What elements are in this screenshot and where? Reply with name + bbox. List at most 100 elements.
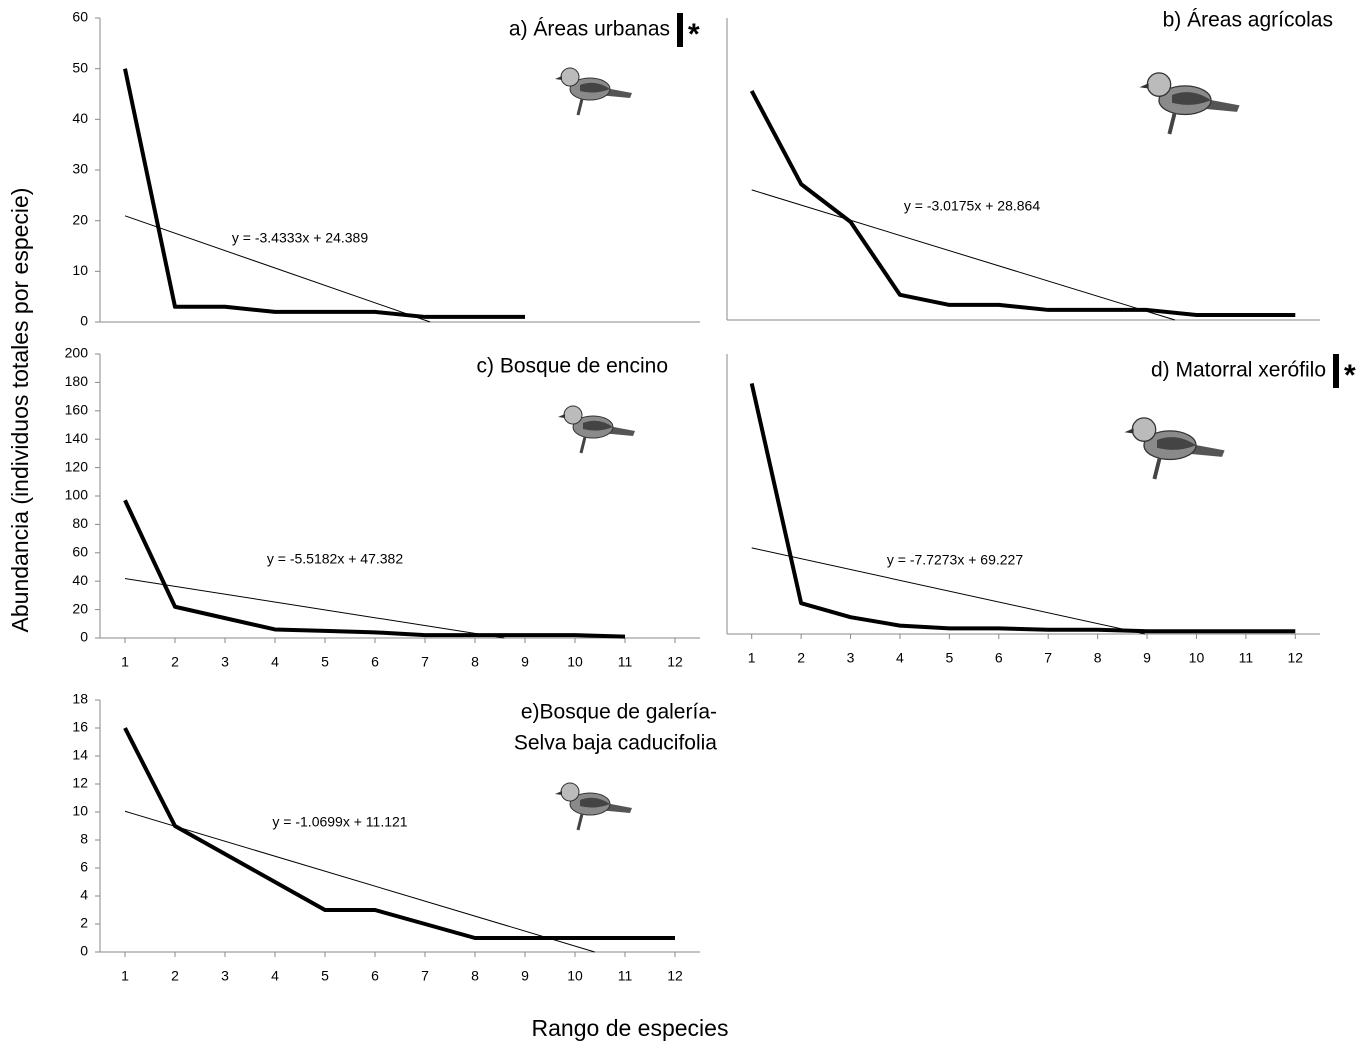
significance-marker: * — [1344, 359, 1356, 392]
y-tick-label: 18 — [72, 691, 88, 707]
trend-equation: y = -7.7273x + 69.227 — [887, 552, 1023, 568]
x-tick-label: 11 — [618, 654, 633, 670]
x-tick-label: 6 — [371, 654, 379, 670]
x-tick-label: 10 — [567, 654, 583, 670]
x-tick-label: 1 — [121, 654, 129, 670]
x-tick-label: 3 — [847, 650, 855, 666]
y-tick-label: 180 — [65, 373, 89, 389]
bird-head — [560, 782, 580, 802]
y-tick-label: 60 — [72, 544, 88, 560]
series-line — [123, 727, 675, 940]
marker-bar — [677, 13, 683, 47]
significance-marker: * — [688, 18, 700, 51]
y-tick-label: 40 — [72, 572, 88, 588]
y-tick-label: 2 — [80, 915, 88, 931]
x-tick-label: 4 — [896, 650, 904, 666]
y-tick-label: 80 — [72, 515, 88, 531]
x-tick-label: 5 — [945, 650, 953, 666]
y-tick-label: 10 — [72, 262, 88, 278]
x-tick-label: 4 — [271, 654, 279, 670]
y-tick-label: 0 — [80, 629, 88, 645]
bird-illustration — [555, 67, 632, 116]
bird-beak — [558, 414, 565, 418]
bird-wing — [580, 797, 610, 808]
bird-wing — [1172, 92, 1211, 105]
panel-title: Selva baja caducifolia — [514, 732, 717, 755]
series-line — [749, 382, 1296, 634]
marker-bar — [1333, 354, 1339, 388]
y-tick-label: 4 — [80, 887, 88, 903]
y-tick-label: 10 — [72, 803, 88, 819]
bird-beak — [1139, 83, 1149, 89]
y-tick-label: 16 — [72, 719, 88, 735]
bird-branch — [576, 98, 584, 116]
bird-head — [560, 67, 580, 87]
y-tick-label: 20 — [72, 211, 88, 227]
x-tick-label: 1 — [748, 650, 756, 666]
series-line — [123, 499, 626, 639]
x-tick-label: 1 — [121, 968, 129, 984]
x-tick-label: 2 — [171, 968, 179, 984]
x-tick-label: 2 — [171, 654, 179, 670]
trend-line — [124, 810, 595, 953]
y-tick-label: 30 — [72, 161, 88, 177]
x-tick-label: 5 — [321, 968, 329, 984]
x-tick-label: 8 — [1094, 650, 1102, 666]
x-tick-label: 11 — [618, 968, 633, 984]
trend-equation: y = -3.0175x + 28.864 — [904, 198, 1040, 214]
x-tick-label: 10 — [567, 968, 583, 984]
bird-illustration — [558, 405, 635, 454]
x-tick-label: 6 — [371, 968, 379, 984]
y-tick-label: 14 — [72, 747, 88, 763]
x-tick-label: 7 — [1044, 650, 1052, 666]
panel-title: e)Bosque de galería- — [521, 701, 717, 724]
panel-title: a) Áreas urbanas — [509, 18, 670, 41]
trend-equation: y = -3.4333x + 24.389 — [232, 230, 368, 246]
x-axis-label: Rango de especies — [532, 1015, 729, 1041]
x-tick-label: 6 — [995, 650, 1003, 666]
bird-beak — [555, 76, 562, 80]
x-tick-label: 7 — [421, 654, 429, 670]
bird-branch — [576, 813, 584, 831]
y-tick-label: 0 — [80, 313, 88, 329]
bird-head — [1131, 417, 1157, 442]
trend-line — [124, 215, 431, 323]
bird-wing — [1157, 437, 1196, 450]
x-tick-label: 3 — [221, 654, 229, 670]
x-tick-label: 12 — [1288, 650, 1304, 666]
bird-branch — [579, 436, 587, 454]
y-tick-label: 50 — [72, 59, 88, 75]
x-tick-label: 8 — [471, 968, 479, 984]
x-tick-label: 3 — [221, 968, 229, 984]
x-tick-label: 9 — [1143, 650, 1151, 666]
series-line — [123, 68, 525, 319]
bird-head — [563, 405, 583, 425]
panel-title: c) Bosque de encino — [477, 355, 668, 378]
x-tick-label: 11 — [1239, 650, 1254, 666]
bird-illustration — [1139, 72, 1240, 135]
series-line — [749, 90, 1296, 317]
trend-line — [751, 189, 1176, 321]
panel-title: b) Áreas agrícolas — [1163, 9, 1333, 32]
y-tick-label: 6 — [80, 859, 88, 875]
y-tick-label: 12 — [72, 775, 88, 791]
bird-branch — [1152, 457, 1162, 480]
y-tick-label: 200 — [65, 345, 89, 361]
panel-title: d) Matorral xerófilo — [1151, 359, 1326, 382]
y-tick-label: 160 — [65, 402, 89, 418]
y-axis-label: Abundancia (individuos totales por espec… — [7, 188, 33, 633]
y-tick-label: 20 — [72, 600, 88, 616]
bird-beak — [1124, 428, 1134, 434]
bird-wing — [583, 420, 613, 431]
x-tick-label: 7 — [421, 968, 429, 984]
x-tick-label: 8 — [471, 654, 479, 670]
bird-head — [1146, 72, 1172, 97]
bird-beak — [555, 791, 562, 795]
x-tick-label: 9 — [521, 968, 529, 984]
x-tick-label: 12 — [667, 968, 683, 984]
bird-wing — [580, 82, 610, 93]
bird-branch — [1167, 112, 1177, 135]
y-tick-label: 100 — [65, 487, 89, 503]
